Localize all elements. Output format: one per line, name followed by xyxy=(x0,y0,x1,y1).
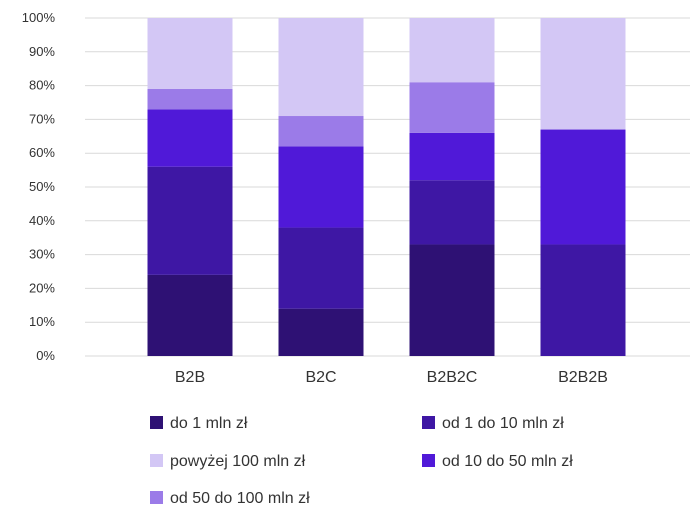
category-label: B2C xyxy=(305,369,336,386)
legend-label: powyżej 100 mln zł xyxy=(170,453,306,470)
bar-segment xyxy=(278,116,364,147)
legend-swatch xyxy=(150,491,163,504)
legend-label: od 1 do 10 mln zł xyxy=(442,415,564,432)
bar-segment xyxy=(409,180,495,245)
y-tick-label: 30% xyxy=(29,247,55,262)
legend-label: do 1 mln zł xyxy=(170,415,248,432)
y-tick-label: 100% xyxy=(22,10,56,25)
legend-swatch xyxy=(422,416,435,429)
bar-segment xyxy=(278,308,364,356)
bar-segment xyxy=(409,18,495,83)
legend-label: od 10 do 50 mln zł xyxy=(442,453,573,470)
bar-segment xyxy=(409,244,495,356)
y-tick-label: 50% xyxy=(29,179,55,194)
bar-segment xyxy=(540,129,626,245)
y-tick-label: 80% xyxy=(29,78,55,93)
y-axis-ticks: 0% 10% 20% 30% 40% 50% 60% 70% 80% 90% 100% xyxy=(22,10,56,363)
bar-segment xyxy=(540,18,626,130)
bar-segment xyxy=(278,227,364,309)
y-tick-label: 70% xyxy=(29,111,55,126)
legend-label: od 50 do 100 mln zł xyxy=(170,490,310,506)
y-tick-label: 0% xyxy=(36,348,55,363)
y-tick-label: 10% xyxy=(29,314,55,329)
category-label: B2B2B xyxy=(558,369,608,386)
y-tick-label: 20% xyxy=(29,280,55,295)
y-tick-label: 60% xyxy=(29,145,55,160)
category-label: B2B2C xyxy=(427,369,478,386)
legend: do 1 mln zł od 1 do 10 mln zł powyżej 100 … xyxy=(150,415,573,506)
bar-segment xyxy=(278,18,364,117)
bar-segment xyxy=(147,274,233,356)
y-tick-label: 90% xyxy=(29,44,55,59)
legend-swatch xyxy=(150,454,163,467)
bar-segment xyxy=(147,109,233,167)
bars xyxy=(147,18,626,356)
legend-swatch xyxy=(422,454,435,467)
bar-segment xyxy=(147,88,233,110)
bar-segment xyxy=(540,244,626,356)
x-axis-categories: B2B B2C B2B2C B2B2B xyxy=(175,369,608,386)
bar-segment xyxy=(147,166,233,275)
bar-segment xyxy=(409,132,495,181)
y-tick-label: 40% xyxy=(29,213,55,228)
legend-swatch xyxy=(150,416,163,429)
bar-segment xyxy=(147,18,233,89)
category-label: B2B xyxy=(175,369,205,386)
bar-segment xyxy=(278,146,364,228)
bar-segment xyxy=(409,82,495,133)
